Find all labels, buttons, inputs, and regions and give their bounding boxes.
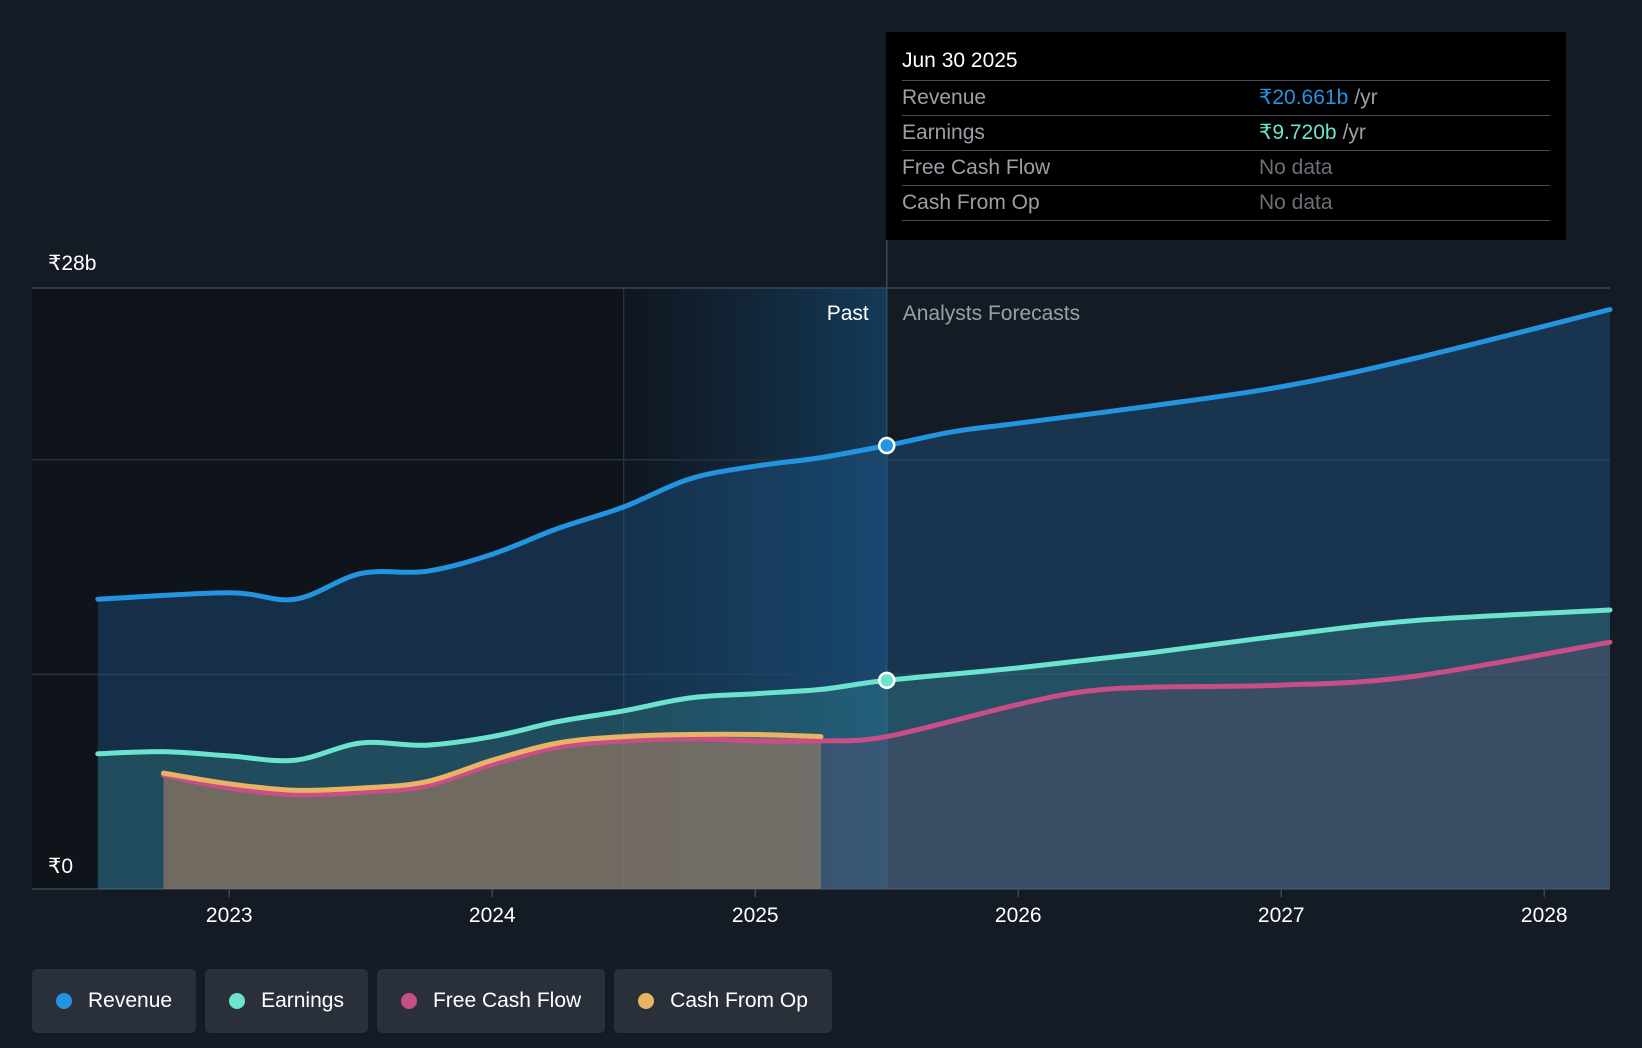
legend-label: Revenue xyxy=(88,989,173,1012)
highlight-region xyxy=(623,288,887,889)
legend-dot-icon xyxy=(400,993,417,1009)
x-tick-label: 2024 xyxy=(469,904,516,927)
y-max-label: ₹28b xyxy=(48,252,96,275)
line-cash-from-op xyxy=(161,731,824,793)
legend-dot-icon xyxy=(229,993,246,1009)
forecast-label: Analysts Forecasts xyxy=(903,302,1080,325)
tooltip-unit: /yr xyxy=(1342,121,1366,144)
line-free-cash-flow xyxy=(161,639,1613,798)
tooltip-row-free-cash-flow: Free Cash Flow No data xyxy=(902,151,1550,186)
tooltip-value: ₹20.661b xyxy=(1259,86,1349,109)
legend-dot-icon xyxy=(56,993,72,1009)
y-min-label: ₹0 xyxy=(48,855,73,878)
tooltip-value: ₹9.720b xyxy=(1259,121,1337,144)
tooltip-label: Cash From Op xyxy=(902,191,1040,214)
legend-item-revenue[interactable]: Revenue xyxy=(32,969,197,1033)
legend-label: Earnings xyxy=(261,989,344,1012)
x-tick-label: 2023 xyxy=(206,904,253,927)
tooltip-label: Free Cash Flow xyxy=(902,156,1051,179)
area-cash-from-op xyxy=(163,734,821,889)
tooltip-date: Jun 30 2025 xyxy=(902,46,1550,81)
legend-item-earnings[interactable]: Earnings xyxy=(205,969,368,1033)
tooltip-row-cash-from-op: Cash From Op No data xyxy=(902,186,1550,221)
chart-tooltip: Jun 30 2025 Revenue ₹20.661b /yr Earning… xyxy=(886,32,1566,240)
area-earnings xyxy=(97,610,1610,889)
x-tick-label: 2027 xyxy=(1258,904,1305,927)
area-free-cash-flow xyxy=(163,642,1610,889)
marker-earnings xyxy=(878,671,896,690)
marker-revenue xyxy=(878,436,896,455)
tooltip-label: Earnings xyxy=(902,121,985,144)
legend-label: Cash From Op xyxy=(670,989,808,1012)
tooltip-value: No data xyxy=(1259,191,1333,214)
past-label: Past xyxy=(827,302,869,325)
line-earnings xyxy=(95,607,1613,764)
legend-item-cash-from-op[interactable]: Cash From Op xyxy=(614,969,832,1033)
tooltip-row-earnings: Earnings ₹9.720b /yr xyxy=(902,116,1550,151)
legend-dot-icon xyxy=(638,993,655,1009)
tooltip-value: No data xyxy=(1259,156,1333,179)
legend-label: Free Cash Flow xyxy=(432,989,582,1012)
tooltip-unit: /yr xyxy=(1354,86,1378,109)
x-tick-label: 2026 xyxy=(995,904,1042,927)
chart-legend: Revenue Earnings Free Cash Flow Cash Fro… xyxy=(32,969,832,1033)
line-revenue xyxy=(95,307,1613,603)
chart-area: 2023 2024 2025 2026 2027 2028 ₹28b ₹0 Past Analys… xyxy=(32,238,1613,927)
x-tick-label: 2025 xyxy=(732,904,779,927)
tooltip-label: Revenue xyxy=(902,86,987,109)
legend-item-free-cash-flow[interactable]: Free Cash Flow xyxy=(376,969,606,1033)
tooltip-row-revenue: Revenue ₹20.661b /yr xyxy=(902,81,1550,116)
x-tick-label: 2028 xyxy=(1521,904,1568,927)
area-revenue xyxy=(97,309,1610,889)
